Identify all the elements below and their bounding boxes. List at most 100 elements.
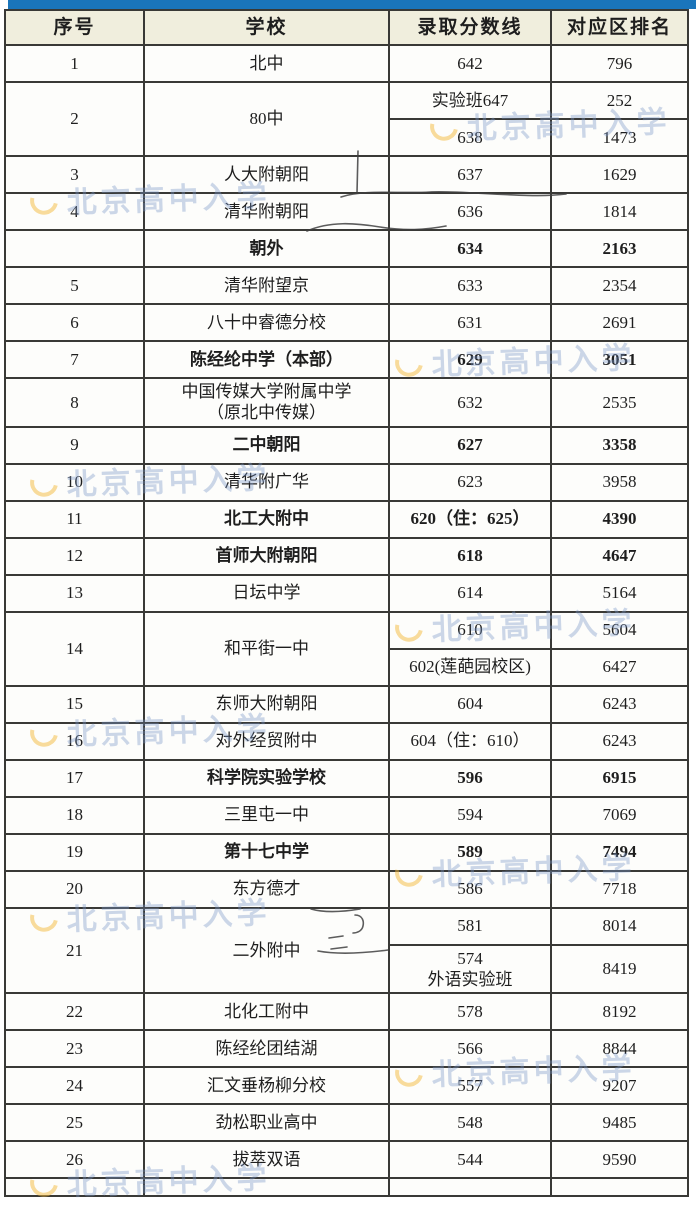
table-row: 8 中国传媒大学附属中学 （原北中传媒） 632 2535 bbox=[4, 377, 689, 428]
row-number-cell: 24 bbox=[4, 1066, 145, 1105]
row-number-cell: 13 bbox=[4, 573, 145, 613]
rank-cell: 5604 bbox=[550, 610, 689, 650]
rank-cell: 7718 bbox=[550, 869, 689, 909]
empty-cell bbox=[4, 1177, 145, 1197]
row-number-cell: 20 bbox=[4, 869, 145, 909]
school-name-cell: 清华附广华 bbox=[143, 462, 390, 502]
table-row: 574 外语实验班 8419 bbox=[5, 943, 689, 994]
rank-cell: 6243 bbox=[550, 721, 689, 761]
score-cell: 618 bbox=[388, 536, 552, 576]
row-number-cell: 18 bbox=[4, 795, 145, 835]
table-row: 15 东师大附朝阳 604 6243 bbox=[4, 684, 689, 724]
table-row: 14 和平街一中 610 5604 bbox=[4, 610, 689, 687]
school-name-cell: 科学院实验学校 bbox=[143, 758, 390, 798]
table-row: 9 二中朝阳 627 3358 bbox=[4, 425, 689, 465]
school-name-cell: 二外附中 bbox=[143, 906, 390, 994]
row-number-cell: 11 bbox=[4, 499, 145, 539]
table-header: 序号 学校 录取分数线 对应区排名 bbox=[4, 9, 689, 46]
table-row: 24 汇文垂杨柳分校 557 9207 bbox=[4, 1066, 689, 1105]
column-header-school: 学校 bbox=[143, 9, 390, 46]
score-cell: 604 bbox=[388, 684, 552, 724]
row-number-cell: 12 bbox=[4, 536, 145, 576]
school-name-cell: 第十七中学 bbox=[143, 832, 390, 872]
school-name-cell: 人大附朝阳 bbox=[143, 155, 390, 194]
score-cell: 623 bbox=[388, 462, 552, 502]
row-number-cell: 8 bbox=[4, 377, 145, 428]
table-row: 2 80中 实验班647 252 bbox=[4, 81, 689, 157]
school-name-cell: 80中 bbox=[143, 81, 390, 157]
rank-cell: 6243 bbox=[550, 684, 689, 724]
score-cell: 610 bbox=[388, 610, 552, 650]
score-cell: 602(莲葩园校区) bbox=[388, 647, 552, 687]
table-row: 602(莲葩园校区) 6427 bbox=[5, 647, 689, 687]
rank-cell: 252 bbox=[550, 81, 689, 120]
row-number-cell: 25 bbox=[4, 1103, 145, 1142]
score-cell: 594 bbox=[388, 795, 552, 835]
row-number-cell: 4 bbox=[4, 192, 145, 231]
rank-cell: 8419 bbox=[550, 943, 689, 994]
rank-cell: 8844 bbox=[550, 1029, 689, 1068]
score-cell: 557 bbox=[388, 1066, 552, 1105]
score-cell: 632 bbox=[388, 377, 552, 428]
rank-cell: 6427 bbox=[550, 647, 689, 687]
table-body: 1 北中 642 796 2 80中 实验班647 252 638 1473 3 人大附朝阳 637 16… bbox=[4, 44, 689, 1197]
rank-cell: 2354 bbox=[550, 266, 689, 305]
row-number-cell: 6 bbox=[4, 303, 145, 342]
table-row: 7 陈经纶中学（本部） 629 3051 bbox=[4, 340, 689, 379]
column-header-index: 序号 bbox=[4, 9, 145, 46]
score-cell: 544 bbox=[388, 1140, 552, 1179]
table-row: 朝外 634 2163 bbox=[4, 229, 689, 268]
rank-cell: 796 bbox=[550, 44, 689, 83]
school-name-cell: 中国传媒大学附属中学 （原北中传媒） bbox=[143, 377, 390, 428]
row-number-cell: 26 bbox=[4, 1140, 145, 1179]
table-row: 20 东方德才 586 7718 bbox=[4, 869, 689, 909]
score-cell: 596 bbox=[388, 758, 552, 798]
school-name-cell: 日坛中学 bbox=[143, 573, 390, 613]
row-number-cell: 17 bbox=[4, 758, 145, 798]
school-name-cell: 东方德才 bbox=[143, 869, 390, 909]
row-number-cell: 22 bbox=[4, 992, 145, 1031]
school-name-cell: 二中朝阳 bbox=[143, 425, 390, 465]
rank-cell: 3051 bbox=[550, 340, 689, 379]
row-number-cell: 7 bbox=[4, 340, 145, 379]
table-row: 10 清华附广华 623 3958 bbox=[4, 462, 689, 502]
school-name-cell: 和平街一中 bbox=[143, 610, 390, 687]
row-number-cell: 21 bbox=[4, 906, 145, 994]
table-row: 5 清华附望京 633 2354 bbox=[4, 266, 689, 305]
rank-cell: 6915 bbox=[550, 758, 689, 798]
table-row: 21 二外附中 581 8014 bbox=[4, 906, 689, 994]
school-name-cell: 北化工附中 bbox=[143, 992, 390, 1031]
school-name-cell: 北中 bbox=[143, 44, 390, 83]
score-cell: 642 bbox=[388, 44, 552, 83]
score-cell: 566 bbox=[388, 1029, 552, 1068]
row-number-cell: 5 bbox=[4, 266, 145, 305]
rank-cell: 1629 bbox=[550, 155, 689, 194]
school-name-cell: 首师大附朝阳 bbox=[143, 536, 390, 576]
empty-cell bbox=[388, 1177, 552, 1197]
score-cell: 614 bbox=[388, 573, 552, 613]
score-cell: 604（住：610） bbox=[388, 721, 552, 761]
rank-cell: 2691 bbox=[550, 303, 689, 342]
row-number-cell: 10 bbox=[4, 462, 145, 502]
score-cell: 578 bbox=[388, 992, 552, 1031]
score-cell: 629 bbox=[388, 340, 552, 379]
rank-cell: 3358 bbox=[550, 425, 689, 465]
table-row: 4 清华附朝阳 636 1814 bbox=[4, 192, 689, 231]
score-cell: 586 bbox=[388, 869, 552, 909]
empty-cell bbox=[550, 1177, 689, 1197]
table-row: 19 第十七中学 589 7494 bbox=[4, 832, 689, 872]
score-cell: 574 外语实验班 bbox=[388, 943, 552, 994]
school-name-cell: 对外经贸附中 bbox=[143, 721, 390, 761]
score-cell: 627 bbox=[388, 425, 552, 465]
score-cell: 620（住：625） bbox=[388, 499, 552, 539]
top-blue-bar bbox=[8, 0, 696, 9]
row-number-cell bbox=[4, 229, 145, 268]
row-number-cell: 19 bbox=[4, 832, 145, 872]
school-name-cell: 陈经纶中学（本部） bbox=[143, 340, 390, 379]
header-row: 序号 学校 录取分数线 对应区排名 bbox=[4, 9, 689, 46]
score-cell: 637 bbox=[388, 155, 552, 194]
table-row: 1 北中 642 796 bbox=[4, 44, 689, 83]
table-row: 17 科学院实验学校 596 6915 bbox=[4, 758, 689, 798]
school-name-cell: 八十中睿德分校 bbox=[143, 303, 390, 342]
